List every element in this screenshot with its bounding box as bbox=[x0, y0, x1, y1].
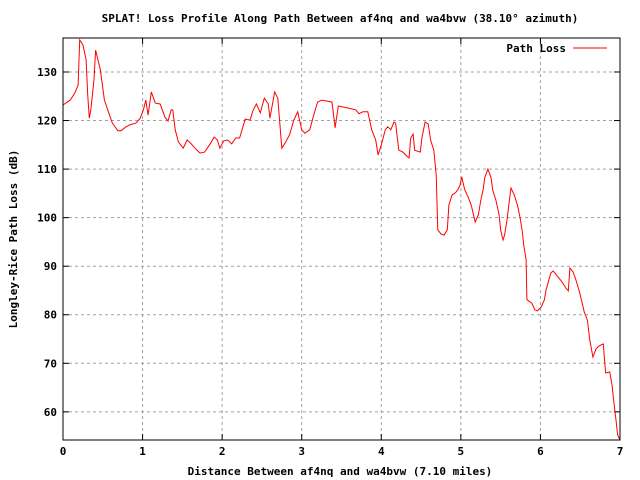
x-tick-label: 5 bbox=[458, 445, 465, 458]
y-tick-label: 110 bbox=[37, 163, 57, 176]
y-tick-label: 120 bbox=[37, 115, 57, 128]
x-tick-label: 0 bbox=[60, 445, 67, 458]
y-tick-label: 70 bbox=[44, 357, 57, 370]
plot-frame bbox=[62, 37, 621, 441]
y-tick-label: 90 bbox=[44, 260, 57, 273]
legend-label-path-loss: Path Loss bbox=[506, 42, 566, 55]
legend: Path Loss bbox=[506, 42, 607, 55]
y-axis-label: Longley-Rice Path Loss (dB) bbox=[7, 150, 20, 329]
x-tick-label: 3 bbox=[298, 445, 305, 458]
path-loss-line bbox=[62, 38, 621, 441]
x-tick-label: 4 bbox=[378, 445, 385, 458]
x-tick-label: 2 bbox=[219, 445, 226, 458]
y-tick-label: 80 bbox=[44, 309, 57, 322]
x-axis-label: Distance Between af4nq and wa4bvw (7.10 … bbox=[188, 465, 493, 478]
y-tick-label: 60 bbox=[44, 406, 57, 419]
x-tick-label: 1 bbox=[139, 445, 146, 458]
grid-lines bbox=[63, 38, 620, 440]
axis-ticks: 0 1 2 3 4 5 6 7 60 70 80 90 100 110 120 130 bbox=[37, 38, 623, 458]
chart-title: SPLAT! Loss Profile Along Path Between a… bbox=[102, 12, 579, 25]
y-tick-label: 100 bbox=[37, 212, 57, 225]
x-tick-label: 7 bbox=[617, 445, 624, 458]
y-tick-label: 130 bbox=[37, 66, 57, 79]
x-tick-label: 6 bbox=[537, 445, 544, 458]
